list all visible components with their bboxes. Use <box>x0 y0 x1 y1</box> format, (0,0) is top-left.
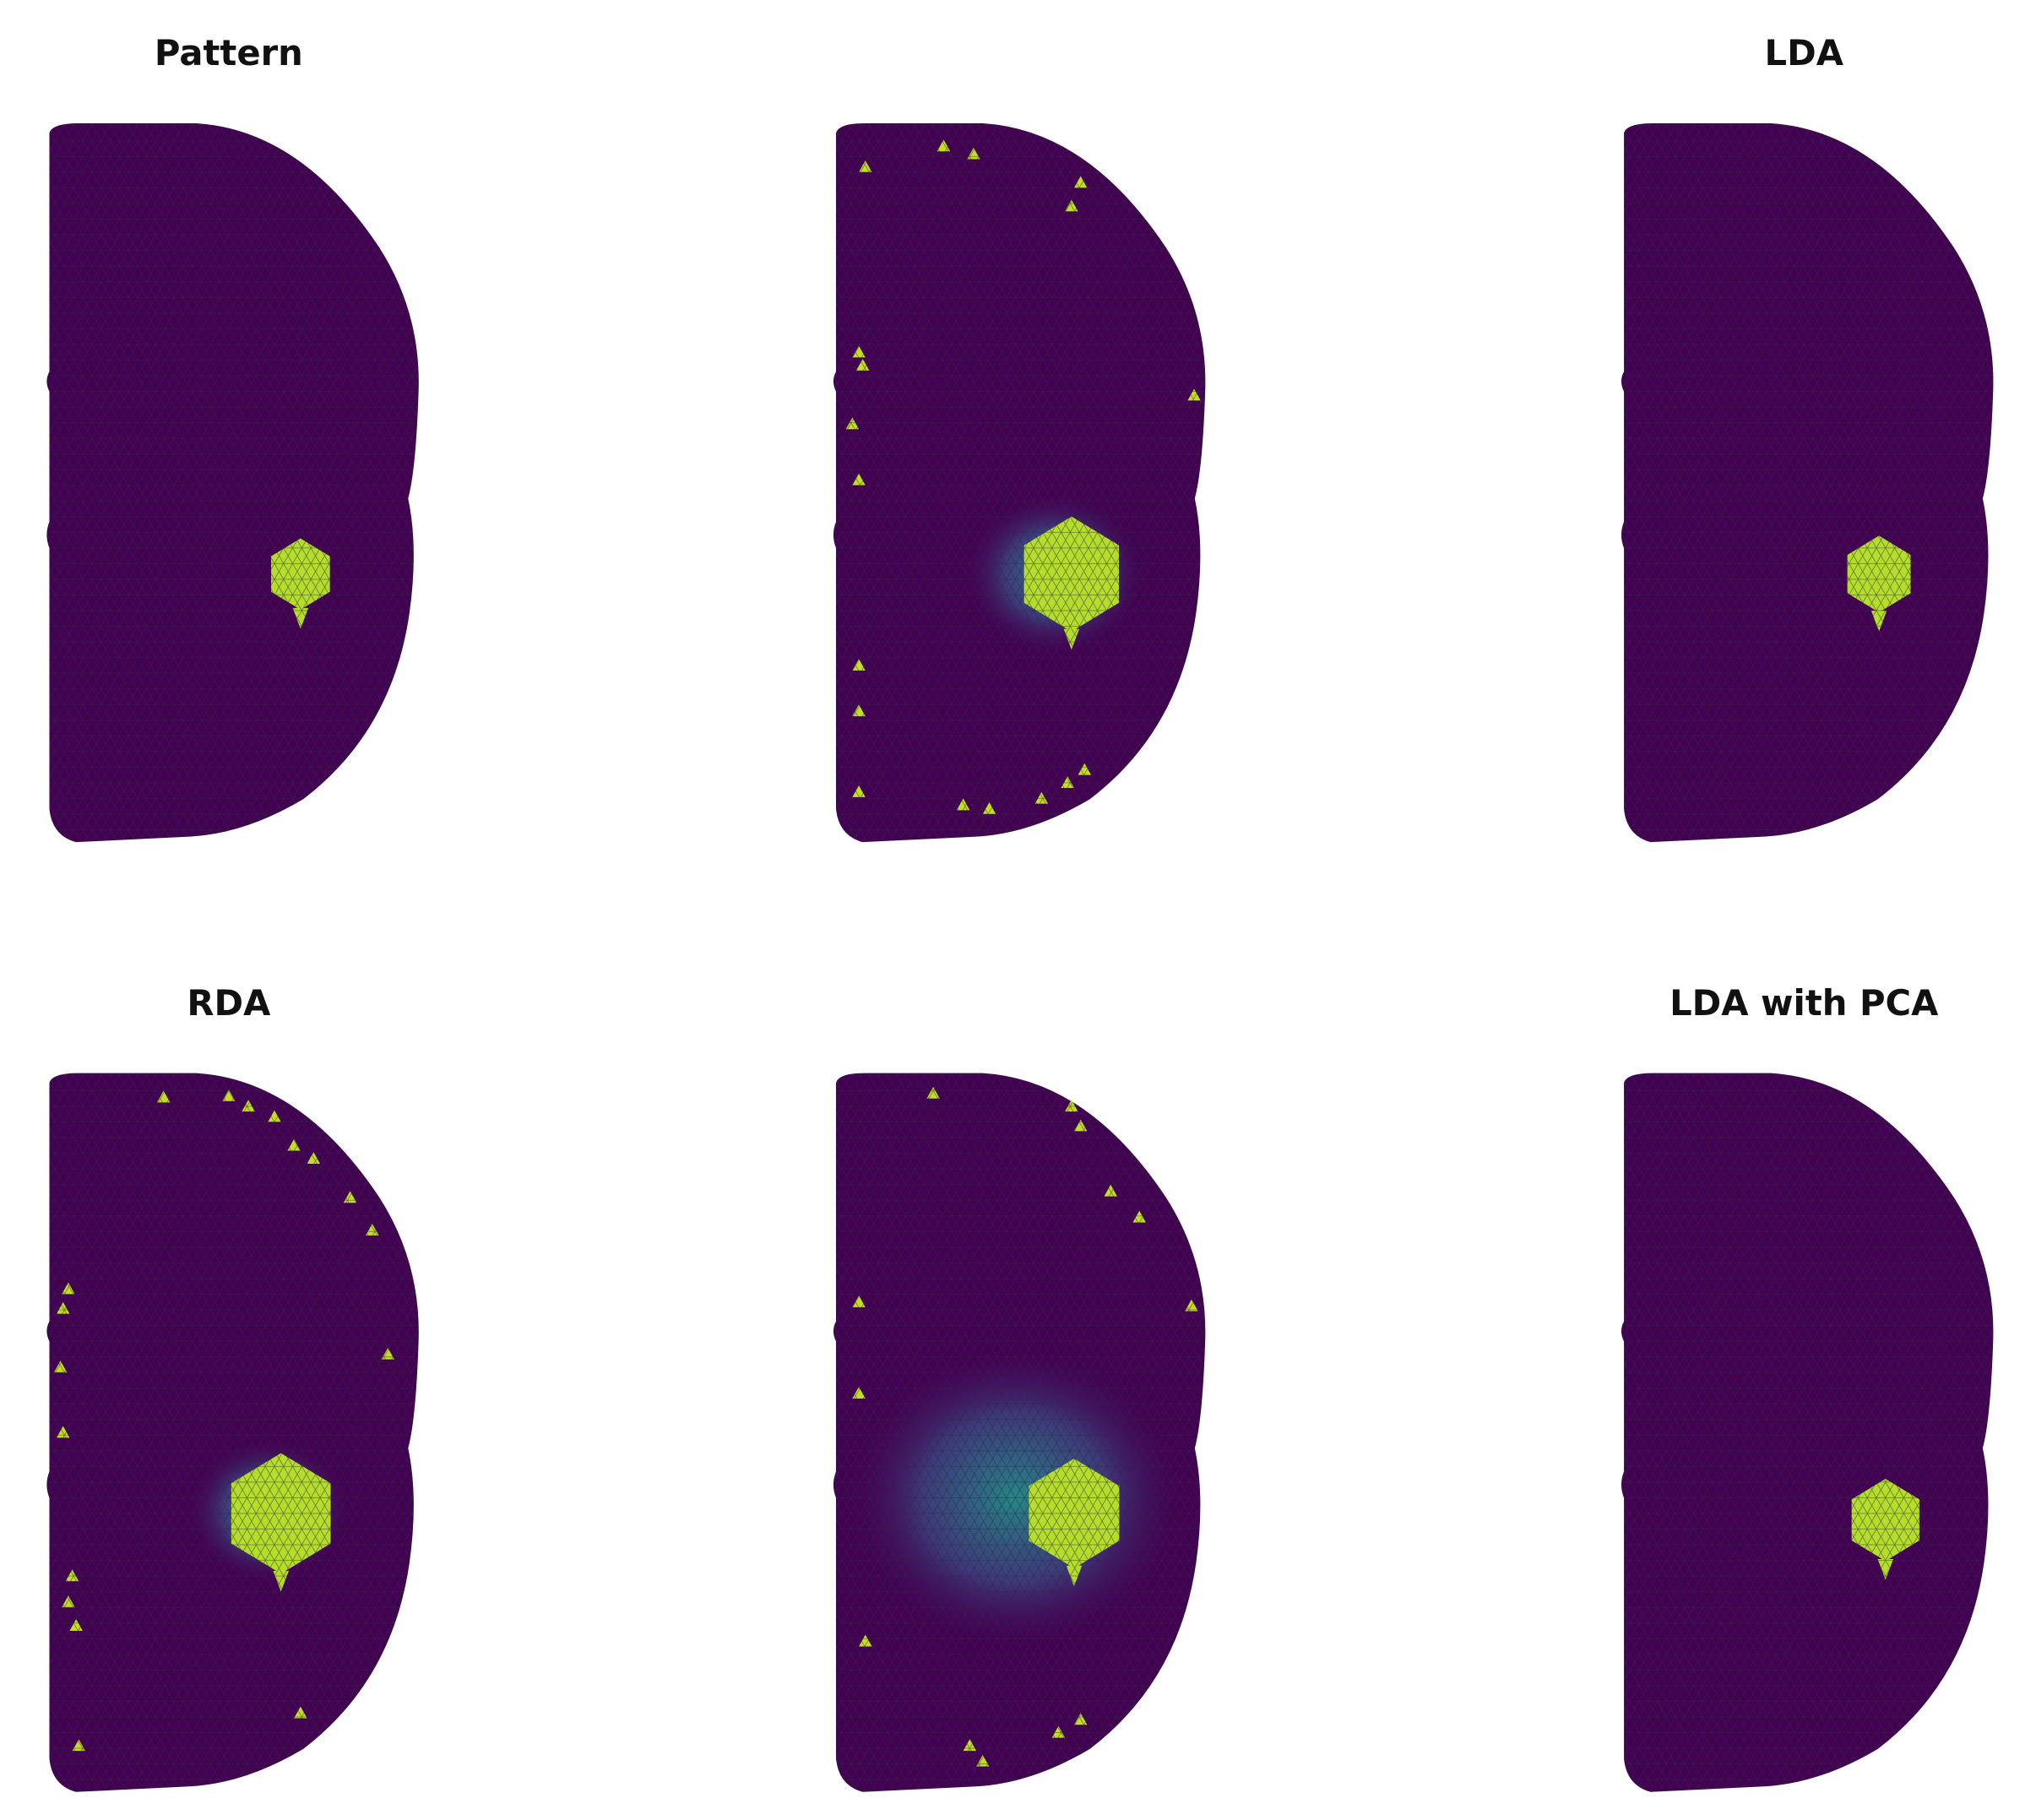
mesh-overlay <box>1621 123 1993 842</box>
panel: QDA <box>1621 122 1994 843</box>
panel: LDA with PCA <box>833 982 1939 1792</box>
mesh-overlay <box>47 1073 419 1792</box>
mesh-overlay <box>833 123 1205 842</box>
mesh-overlay <box>1621 1073 1993 1792</box>
mesh-overlay <box>833 1073 1205 1792</box>
mesh-overlay <box>47 123 419 842</box>
panel: Pattern <box>46 32 419 843</box>
panel-title: RDA <box>187 982 271 1024</box>
panel: RDA <box>46 982 419 1792</box>
panel-title: LDA <box>1765 32 1844 73</box>
panel-title: LDA with PCA <box>1670 982 1939 1024</box>
panel-title: Pattern <box>155 32 303 73</box>
panel: LDA <box>833 32 1844 843</box>
panel: QDA with PCA <box>1621 1073 1994 1792</box>
